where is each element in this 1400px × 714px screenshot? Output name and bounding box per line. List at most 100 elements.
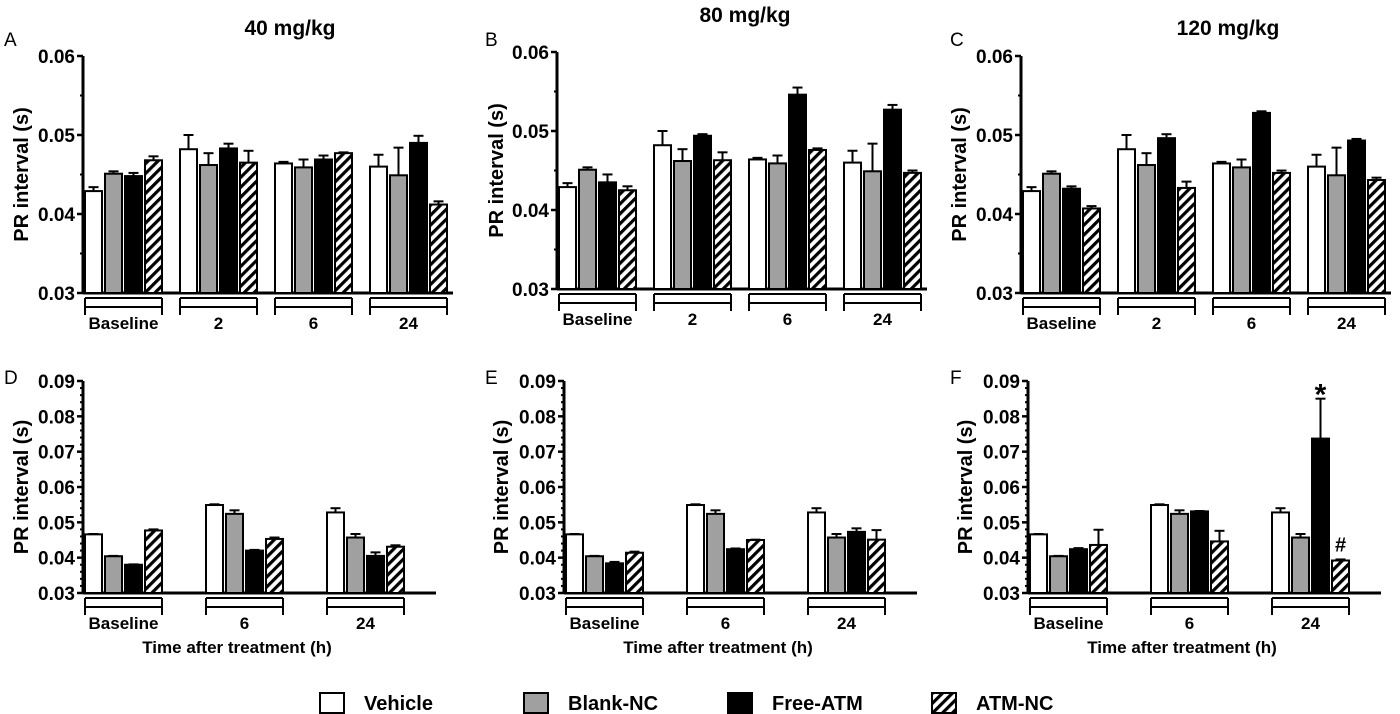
group-bracket [1022, 297, 1101, 315]
group-label: 24 [356, 614, 375, 633]
group-24: 24 [843, 103, 922, 329]
legend-swatch [319, 692, 345, 714]
bar-atm-nc [867, 538, 886, 594]
bar-free-atm [1157, 137, 1176, 294]
group-Baseline: Baseline [558, 166, 637, 329]
y-axis-label: PR interval (s) [955, 420, 977, 554]
bar-atm-nc [625, 551, 644, 594]
y-tick-label: 0.05 [38, 513, 75, 534]
y-tick-label: 0.03 [519, 584, 556, 605]
group-label: 6 [1247, 314, 1256, 333]
group-24: 24 [1271, 397, 1350, 633]
bar-vehicle [205, 504, 224, 594]
bar-free-atm [409, 141, 428, 294]
bar-vehicle [84, 533, 103, 595]
group-label: Baseline [1034, 614, 1104, 633]
bar-vehicle [369, 165, 388, 295]
group-24: 24 [326, 507, 405, 633]
legend-item-vehicle: Vehicle [319, 692, 433, 714]
y-tick-label: 0.07 [983, 443, 1020, 464]
group-label: Baseline [89, 314, 159, 333]
bar-atm-nc [1272, 171, 1291, 294]
group-Baseline: Baseline [1022, 170, 1101, 333]
y-axis-label: PR interval (s) [949, 107, 971, 241]
y-tick-label: 0.09 [519, 372, 556, 393]
y-tick-label: 0.07 [519, 443, 556, 464]
y-axis-label: PR interval (s) [491, 420, 513, 554]
group-2: 2 [1117, 133, 1196, 333]
y-tick-label: 0.05 [976, 126, 1013, 147]
bar-free-atm [366, 554, 385, 595]
bar-free-atm [1062, 187, 1081, 294]
group-6: 6 [205, 503, 284, 633]
bar-vehicle [686, 504, 705, 594]
group-bracket [1307, 297, 1386, 315]
group-label: 6 [721, 614, 730, 633]
group-bracket [84, 297, 163, 315]
group-bracket [205, 597, 284, 615]
group-Baseline: Baseline [84, 528, 163, 633]
bar-vehicle [558, 186, 577, 290]
group-24: 24 [369, 134, 448, 333]
significance-marker: # [1335, 534, 1346, 556]
y-tick-label: 0.05 [512, 122, 549, 143]
group-label: 24 [399, 314, 418, 333]
group-Baseline: Baseline [1029, 528, 1108, 633]
legend-label: ATM-NC [976, 693, 1053, 714]
y-tick-label: 0.04 [976, 205, 1013, 226]
legend-item-free-atm: Free-ATM [727, 692, 863, 714]
bar-blank-nc [1042, 172, 1061, 295]
x-axis-label: Time after treatment (h) [1087, 638, 1277, 657]
bar-atm-nc [334, 152, 353, 294]
group-6: 6 [748, 86, 827, 329]
bar-atm-nc [746, 539, 765, 594]
group-label: 6 [309, 314, 318, 333]
panel-letter: D [4, 368, 18, 389]
bar-vehicle [843, 161, 862, 291]
bar-blank-nc [1327, 174, 1346, 294]
group-24: 24 [807, 507, 886, 633]
panel-B: B 80 mg/kg PR interval (s) 0.03 0.04 0.05 0.06… [485, 4, 927, 329]
group-label: 24 [873, 310, 892, 329]
group-Baseline: Baseline [84, 155, 163, 333]
group-label: 2 [688, 310, 697, 329]
bar-free-atm [726, 548, 745, 594]
panel-letter: E [485, 368, 498, 389]
bar-free-atm [847, 530, 866, 595]
bar-blank-nc [585, 555, 604, 595]
bar-blank-nc [1049, 555, 1068, 595]
legend-item-blank-nc: Blank-NC [523, 692, 658, 714]
bar-blank-nc [673, 160, 692, 291]
panel-E: E PR interval (s) 0.03 0.04 0.05 0.06 0.07 0.08… [485, 368, 917, 657]
y-tick-label: 0.03 [983, 584, 1020, 605]
y-tick-label: 0.06 [976, 47, 1013, 68]
y-axis-label: PR interval (s) [11, 420, 33, 554]
bar-blank-nc [768, 162, 787, 290]
bar-free-atm [605, 562, 624, 595]
panel-title: 120 mg/kg [1177, 17, 1280, 40]
group-label: 6 [1185, 614, 1194, 633]
panel-letter: B [485, 30, 498, 51]
bar-vehicle [274, 162, 293, 294]
x-axis-label: Time after treatment (h) [623, 638, 813, 657]
group-label: 6 [783, 310, 792, 329]
bar-vehicle [84, 190, 103, 294]
bar-atm-nc [808, 148, 827, 290]
group-label: 24 [1337, 314, 1356, 333]
bar-atm-nc [1210, 540, 1229, 594]
bar-free-atm [314, 158, 333, 294]
y-axis-label: PR interval (s) [11, 107, 33, 241]
bar-vehicle [565, 533, 584, 595]
bar-vehicle [1307, 165, 1326, 295]
bar-vehicle [1117, 148, 1136, 294]
y-tick-label: 0.06 [519, 478, 556, 499]
group-bracket [565, 597, 644, 615]
panel-D: D PR interval (s) 0.03 0.04 0.05 0.06 0.07 0.08… [4, 368, 436, 657]
group-24: 24 [1307, 137, 1386, 333]
legend-item-atm-nc: ATM-NC [931, 692, 1053, 714]
bar-free-atm [124, 563, 143, 595]
legend-label: Blank-NC [568, 693, 658, 714]
bar-vehicle [179, 148, 198, 294]
legend-label: Free-ATM [772, 693, 863, 714]
group-bracket [748, 293, 827, 311]
